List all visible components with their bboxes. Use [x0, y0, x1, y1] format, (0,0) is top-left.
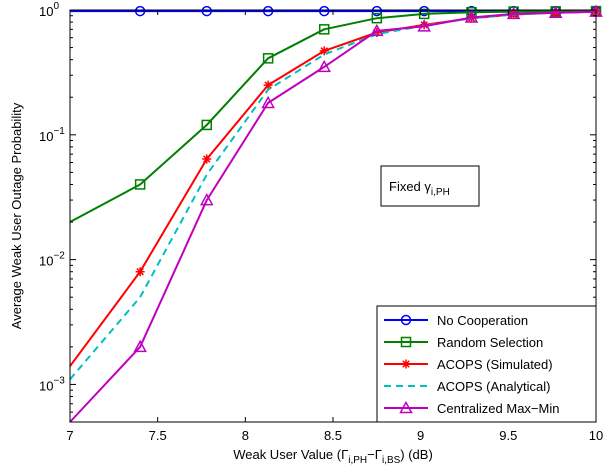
- data-point-4-6: [417, 19, 431, 32]
- legend-label: ACOPS (Analytical): [437, 379, 550, 394]
- data-point-2-3: [263, 80, 273, 90]
- data-point-1-4: [318, 24, 330, 35]
- data-point-1-3: [262, 53, 274, 64]
- legend-marker: [401, 359, 411, 369]
- data-point-4-2: [199, 193, 214, 206]
- y-tick-label: 10−3: [39, 375, 65, 393]
- data-point-4-4: [317, 59, 332, 73]
- series-line-1: [69, 10, 597, 223]
- legend-item: No Cooperation: [384, 313, 528, 328]
- x-tick-label: 8: [242, 428, 249, 443]
- data-point-4-3: [261, 95, 275, 109]
- x-tick-label: 7: [66, 428, 73, 443]
- data-point-1-2: [201, 119, 213, 131]
- annotation-subscript: i,PH: [431, 187, 450, 198]
- legend-item: ACOPS (Simulated): [384, 357, 553, 372]
- legend-marker: [400, 336, 412, 348]
- data-point-2-4: [319, 46, 329, 56]
- data-point-1-1: [134, 179, 146, 190]
- data-point-4-8: [506, 6, 521, 20]
- y-axis-label: Average Weak User Outage Probability: [9, 102, 24, 329]
- data-point-0-1: [134, 5, 146, 17]
- x-axis-label-part2: −Γ: [367, 447, 382, 462]
- x-axis-label-part3: ) (dB): [400, 447, 433, 462]
- y-tick-label: 100: [39, 1, 59, 19]
- data-point-0-2: [201, 5, 213, 17]
- data-point-2-2: [202, 154, 212, 164]
- legend-marker: [399, 400, 413, 414]
- series-layer: [69, 4, 603, 423]
- data-point-4-9: [548, 5, 563, 19]
- data-point-2-6: [419, 20, 429, 30]
- annotation-frame: [380, 165, 480, 207]
- data-point-4-7: [464, 10, 479, 23]
- ticks-layer: 7 7.5 8 8.5 9 9.5 10 100 10−1 10−2 10−3: [39, 1, 603, 443]
- data-point-1-6: [418, 8, 430, 20]
- data-point-0-5: [371, 5, 383, 17]
- series-line-4: [69, 10, 597, 423]
- x-axis-label-sub1: i,PH: [348, 455, 367, 466]
- legend-item: Random Selection: [384, 335, 543, 350]
- data-point-1-5: [371, 12, 383, 24]
- data-point-0-4: [318, 5, 330, 17]
- data-point-4-5: [370, 23, 384, 37]
- data-point-2-5: [372, 28, 382, 38]
- data-point-2-1: [135, 267, 145, 277]
- x-tick-label: 9.5: [499, 428, 517, 443]
- legend-item: ACOPS (Analytical): [384, 379, 550, 394]
- data-point-0-3: [262, 5, 274, 17]
- x-tick-label: 10: [589, 428, 603, 443]
- legend-label: No Cooperation: [437, 313, 528, 328]
- legend-label: ACOPS (Simulated): [437, 357, 553, 372]
- data-point-4-1: [133, 339, 147, 353]
- x-tick-label: 9: [417, 428, 424, 443]
- x-axis-label-part1: Weak User Value (Γ: [233, 447, 348, 462]
- annotation-box: Fixed γi,PH: [380, 165, 480, 207]
- x-axis-label: Weak User Value (Γi,PH−Γi,BS) (dB): [233, 447, 433, 466]
- legend: No Cooperation Random Selection ACOPS (Sim…: [376, 305, 597, 423]
- legend-label: Random Selection: [437, 335, 543, 350]
- legend-label: Centralized Max−Min: [437, 401, 559, 416]
- legend-marker: [400, 314, 412, 326]
- y-tick-label: 10−1: [39, 126, 65, 144]
- y-tick-label: 10−2: [39, 251, 65, 269]
- x-tick-label: 7.5: [149, 428, 167, 443]
- x-axis-label-sub2: i,BS: [382, 455, 401, 466]
- x-tick-label: 8.5: [324, 428, 342, 443]
- legend-item: Centralized Max−Min: [384, 400, 559, 416]
- series-4: [69, 4, 603, 423]
- annotation-label: Fixed γi,PH: [389, 179, 450, 198]
- legend-items: No Cooperation Random Selection ACOPS (Sim…: [384, 313, 559, 416]
- annotation-main: Fixed γ: [389, 179, 431, 194]
